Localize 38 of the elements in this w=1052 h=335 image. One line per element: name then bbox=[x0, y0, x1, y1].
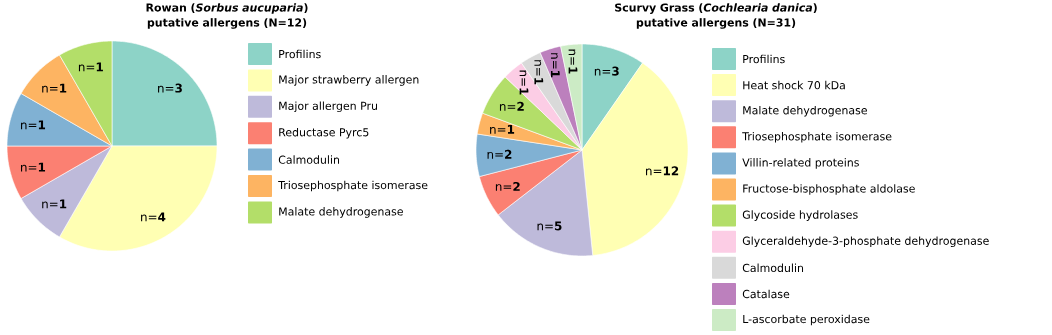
data-label: n=4 bbox=[141, 212, 166, 222]
data-label: n=1 bbox=[490, 124, 515, 134]
legend-label: Malate dehydrogenase bbox=[743, 105, 867, 117]
data-label: n=1 bbox=[42, 199, 67, 209]
legend-label: L-ascorbate peroxidase bbox=[743, 314, 870, 326]
data-label: n=1 bbox=[550, 53, 560, 78]
legend-label: Triosephosphate isomerase bbox=[278, 180, 428, 192]
data-label: n=1 bbox=[78, 62, 103, 72]
chart-title: Rowan (Sorbus aucuparia) putative allergens (N=12) bbox=[146, 3, 308, 29]
legend-label: Villin-related proteins bbox=[742, 158, 859, 169]
data-label: n=1 bbox=[519, 70, 529, 95]
legend-label: Reductase Pyrc5 bbox=[279, 127, 369, 139]
data-label: n=1 bbox=[21, 162, 46, 172]
data-label: n=12 bbox=[646, 166, 679, 176]
legend-label: Catalase bbox=[742, 289, 790, 299]
data-label: n=2 bbox=[487, 149, 512, 159]
data-label: n=5 bbox=[537, 221, 562, 231]
legend-label: Calmodulin bbox=[278, 155, 340, 164]
data-label: n=2 bbox=[499, 101, 524, 111]
legend-label: Major strawberry allergen bbox=[279, 75, 419, 86]
data-label: n=1 bbox=[534, 60, 544, 85]
data-label: n=3 bbox=[158, 83, 182, 93]
legend-label: Profilins bbox=[743, 54, 785, 64]
legend-label: Profilins bbox=[279, 49, 321, 59]
legend-label: Malate dehydrogenase bbox=[279, 207, 403, 218]
legend-label: Calmodulin bbox=[742, 263, 804, 273]
legend-label: Fructose-bisphosphate aldolase bbox=[743, 184, 915, 195]
data-label: n=2 bbox=[495, 181, 520, 191]
legend-label: Triosephosphate isomerase bbox=[742, 132, 892, 143]
legend-label: Glyceraldehyde-3-phosphate dehydrogenase bbox=[742, 236, 989, 248]
data-label: n=1 bbox=[568, 49, 578, 74]
data-label: n=3 bbox=[594, 66, 619, 76]
data-label: n=1 bbox=[42, 83, 67, 93]
chart-title: Scurvy Grass (Cochlearia danica) putative allergens (N=31) bbox=[615, 3, 817, 29]
legend-label: Heat shock 70 kDa bbox=[743, 80, 845, 90]
data-label: n=1 bbox=[21, 120, 46, 130]
legend-label: Major allergen Pru bbox=[279, 101, 377, 113]
legend-label: Glycoside hydrolases bbox=[742, 210, 858, 221]
